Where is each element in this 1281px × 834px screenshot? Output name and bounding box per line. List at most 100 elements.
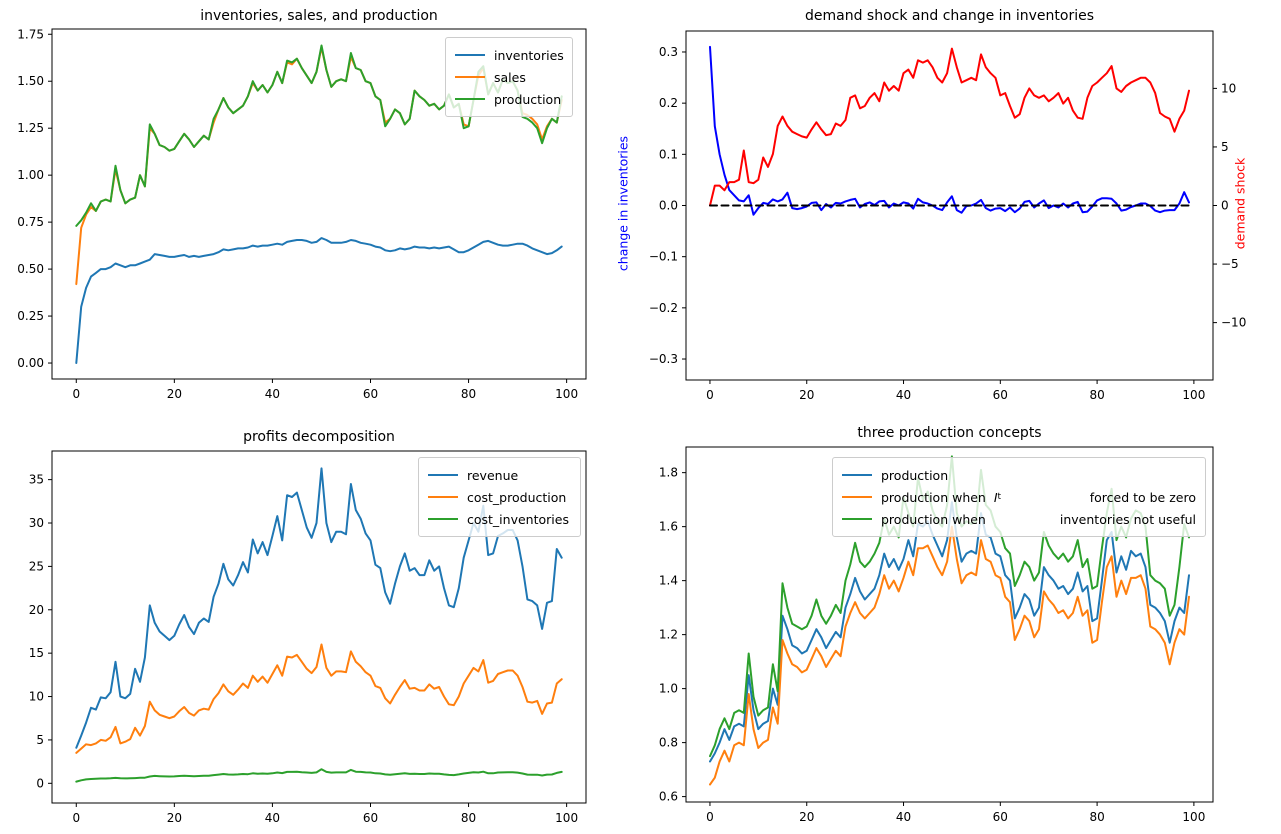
legend-line-swatch [455,76,485,78]
x-tick-label: 20 [167,811,182,825]
x-tick-label: 60 [363,811,378,825]
y-axis-label-demand-shock: demand shock [1232,157,1248,250]
y-tick-label: 0.8 [659,736,678,750]
chart-title-demand-shock: demand shock and change in inventories [804,8,1095,24]
x-tick-label: 60 [993,388,1008,402]
x-tick-label: 0 [706,810,714,824]
x-tick-label: 40 [265,811,280,825]
legend-line-swatch [455,98,485,100]
legend-label: inventories [494,47,564,63]
y-tick-label: −0.3 [649,352,678,366]
axes-frame [51,450,587,804]
legend-label-right: inventories not useful [1059,511,1196,527]
y2-tick-label: 5 [1221,140,1229,154]
legend-label: I [993,489,998,505]
y-tick-label: 0.0 [659,199,678,213]
y-tick-label: 0.2 [659,96,678,110]
y-tick-label: 15 [29,646,44,660]
y2-tick-label: −10 [1221,316,1246,330]
y-tick-label: −0.2 [649,301,678,315]
x-tick-label: 60 [363,387,378,401]
y-tick-label: 0.50 [17,262,44,276]
legend-line-swatch [842,518,872,520]
legend-item: cost_production [428,486,571,508]
x-tick-label: 20 [167,387,182,401]
y-tick-label: 1.6 [659,520,678,534]
y-tick-label: 30 [29,516,44,530]
series-demand-shock [709,47,1190,207]
y-tick-label: 0.00 [17,356,44,370]
legend-line-swatch [428,518,458,520]
legend-label: production [494,91,562,107]
x-tick-label: 20 [799,810,814,824]
y-tick-label: 1.4 [659,574,678,588]
chart-title-inventories-sales-production: inventories, sales, and production [200,8,438,24]
y-tick-label: 35 [29,473,44,487]
y-tick-label: 0.3 [659,45,678,59]
y-tick-label: −0.1 [649,250,678,264]
legend-label: t [997,492,1002,502]
axes-frame [51,28,587,380]
y-tick-label: 0.75 [17,215,44,229]
legend-label: production when [881,511,986,527]
y-tick-label: 0.1 [659,147,678,161]
y-tick-label: 1.50 [17,74,44,88]
x-tick-label: 20 [799,388,814,402]
x-tick-label: 40 [265,387,280,401]
y-tick-label: 1.2 [659,628,678,642]
y-tick-label: 1.75 [17,27,44,41]
legend-line-swatch [428,474,458,476]
x-tick-label: 60 [993,810,1008,824]
y2-tick-label: 10 [1221,81,1236,95]
series-cost-inventories [75,768,563,783]
legend-line-swatch [428,496,458,498]
legend-line-swatch [842,474,872,476]
series-cost-production [75,643,563,754]
y-tick-label: 0.25 [17,309,44,323]
y-tick-label: 1.8 [659,466,678,480]
y-tick-label: 1.0 [659,682,678,696]
y-tick-label: 1.00 [17,168,44,182]
x-tick-label: 40 [896,810,911,824]
legend-line-swatch [842,496,872,498]
x-tick-label: 0 [72,811,80,825]
legend-label: revenue [467,467,519,483]
series-inventories [75,237,563,364]
chart-inv_sales_prod: 0 20 40 60 80 100 0.00 0.25 0.50 0.75 1.00 1.25 1.50… [17,27,587,401]
x-tick-label: 40 [896,388,911,402]
legend-inventories-sales-production: inventories sales production [445,37,573,117]
legend-item: production [842,464,1196,486]
legend-label-right: forced to be zero [1089,489,1196,505]
y-tick-label: 20 [29,603,44,617]
chart-title-three-production-concepts: three production concepts [857,425,1042,441]
chart-shock_change: 0 20 40 60 80 100−0.3−0.2−0.10.00.10.20.3−10−… [649,30,1246,402]
x-tick-label: 0 [706,388,714,402]
x-tick-label: 100 [555,387,578,401]
x-tick-label: 0 [72,387,80,401]
chart-profits: 0 20 40 60 80 100 0 5 10 15 20 25 30 35 [29,450,587,825]
legend-label: production [881,467,949,483]
x-tick-label: 80 [461,387,476,401]
x-tick-label: 100 [555,811,578,825]
legend-label: cost_production [467,489,567,505]
legend-line-swatch [455,54,485,56]
legend-item: production when inventories not useful [842,508,1196,530]
y-tick-label: 0.6 [659,790,678,804]
legend-item: sales [455,66,563,88]
x-tick-label: 80 [461,811,476,825]
y-tick-label: 1.25 [17,121,44,135]
y-tick-label: 5 [36,733,44,747]
legend-label: production when [881,489,994,505]
y-axis-label-change-in-inventories: change in inventories [615,135,631,272]
x-tick-label: 100 [1182,810,1205,824]
y-tick-label: 25 [29,559,44,573]
chart-title-profits-decomposition: profits decomposition [243,429,395,445]
legend-item: revenue [428,464,571,486]
series-production-when-it-forced-to-be-zero [709,525,1190,786]
y2-tick-label: 0 [1221,199,1229,213]
x-tick-label: 80 [1089,388,1104,402]
